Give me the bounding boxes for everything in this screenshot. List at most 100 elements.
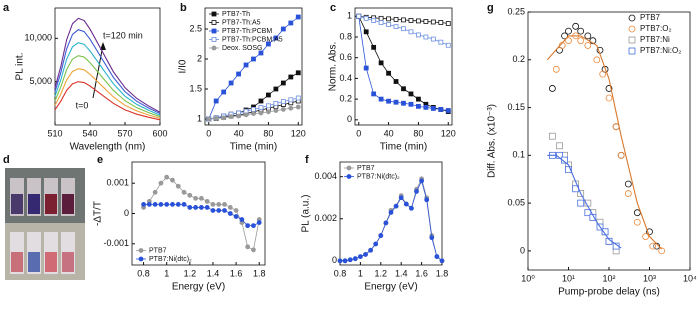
legend-label: PTB7:Ni:O₂ <box>640 46 681 55</box>
y-tick-label: 0.004 <box>314 171 337 181</box>
marker <box>236 113 241 119</box>
marker <box>222 208 227 213</box>
x-tick-label: 600 <box>152 128 167 138</box>
series-line <box>143 176 260 251</box>
marker <box>430 19 436 25</box>
legend-marker <box>211 37 217 42</box>
marker <box>445 21 451 26</box>
marker <box>288 105 294 111</box>
x-tick-label: 1.2 <box>375 268 388 278</box>
marker <box>565 37 572 45</box>
series-line <box>54 29 161 115</box>
y-tick-label: 5,000 <box>29 76 52 86</box>
marker <box>175 202 181 207</box>
marker <box>552 65 560 73</box>
marker <box>633 209 641 217</box>
marker <box>633 218 641 226</box>
marker <box>423 104 429 110</box>
marker <box>386 98 391 104</box>
marker <box>438 20 444 25</box>
marker <box>152 189 158 195</box>
marker <box>342 258 348 264</box>
y-tick-label: 0 <box>347 114 352 124</box>
x-tick-label: 80 <box>263 128 273 138</box>
marker <box>288 97 294 103</box>
series-line <box>54 81 161 121</box>
marker <box>295 14 301 20</box>
x-tick-label: 570 <box>117 128 132 138</box>
marker <box>266 103 271 109</box>
legend-marker <box>628 47 636 55</box>
marker <box>386 70 391 76</box>
plot-frame <box>354 7 453 126</box>
y-tick-label: 10,000 <box>24 33 52 43</box>
y-tick-label: 0.1 <box>512 150 525 160</box>
marker <box>251 111 256 116</box>
marker <box>175 183 181 189</box>
x-tick-label: 1.6 <box>415 268 428 278</box>
marker <box>416 32 421 38</box>
marker <box>373 241 379 247</box>
legend-marker <box>211 28 217 34</box>
marker <box>423 19 429 24</box>
marker <box>227 211 233 216</box>
series-line <box>340 179 443 262</box>
y-tick-label: 0 <box>520 245 525 255</box>
marker <box>439 258 445 264</box>
y-tick-label: 2 <box>197 53 202 63</box>
marker <box>401 26 406 32</box>
x-tick-label: 1 <box>164 268 169 278</box>
marker <box>378 233 384 238</box>
marker <box>273 101 279 106</box>
legend-label: PTB7 <box>640 13 661 22</box>
marker <box>210 208 216 213</box>
marker <box>577 37 585 45</box>
x-tick-label: 1.8 <box>436 268 449 278</box>
marker <box>419 178 425 184</box>
series-line <box>54 42 161 116</box>
marker <box>352 256 358 262</box>
marker <box>584 32 592 40</box>
marker <box>363 15 369 21</box>
marker <box>624 190 632 197</box>
marker <box>295 70 301 76</box>
marker <box>414 189 419 194</box>
legend-marker <box>211 11 217 17</box>
marker <box>393 79 399 84</box>
marker <box>371 91 377 97</box>
marker <box>347 257 353 263</box>
x-tick-label: 40 <box>234 128 244 138</box>
marker <box>213 116 219 121</box>
marker <box>624 180 632 188</box>
x-axis-label: Energy (eV) <box>172 282 225 293</box>
marker <box>416 103 421 109</box>
legend-label: PTB7:Ni <box>640 35 670 44</box>
marker <box>251 56 256 62</box>
marker <box>434 254 440 259</box>
marker <box>388 210 394 215</box>
legend-marker <box>628 36 636 44</box>
marker <box>548 132 556 140</box>
marker <box>295 95 301 101</box>
marker <box>408 91 414 97</box>
series-line <box>547 154 622 249</box>
marker <box>280 107 286 112</box>
marker <box>408 29 414 35</box>
marker <box>438 107 444 112</box>
marker <box>642 233 649 240</box>
marker <box>393 24 399 30</box>
annotation: t=120 min <box>103 30 143 40</box>
marker <box>239 217 245 222</box>
marker <box>288 20 294 26</box>
marker <box>393 99 399 105</box>
marker <box>401 86 406 92</box>
legend-label: Deox. SOSG <box>222 45 262 52</box>
y-axis-label: -ΔT/T <box>93 201 104 226</box>
marker <box>280 26 286 32</box>
marker <box>599 70 607 78</box>
marker <box>258 110 264 116</box>
marker <box>577 199 585 207</box>
marker <box>273 108 279 113</box>
panel-label: d <box>3 154 10 166</box>
marker <box>408 18 414 23</box>
